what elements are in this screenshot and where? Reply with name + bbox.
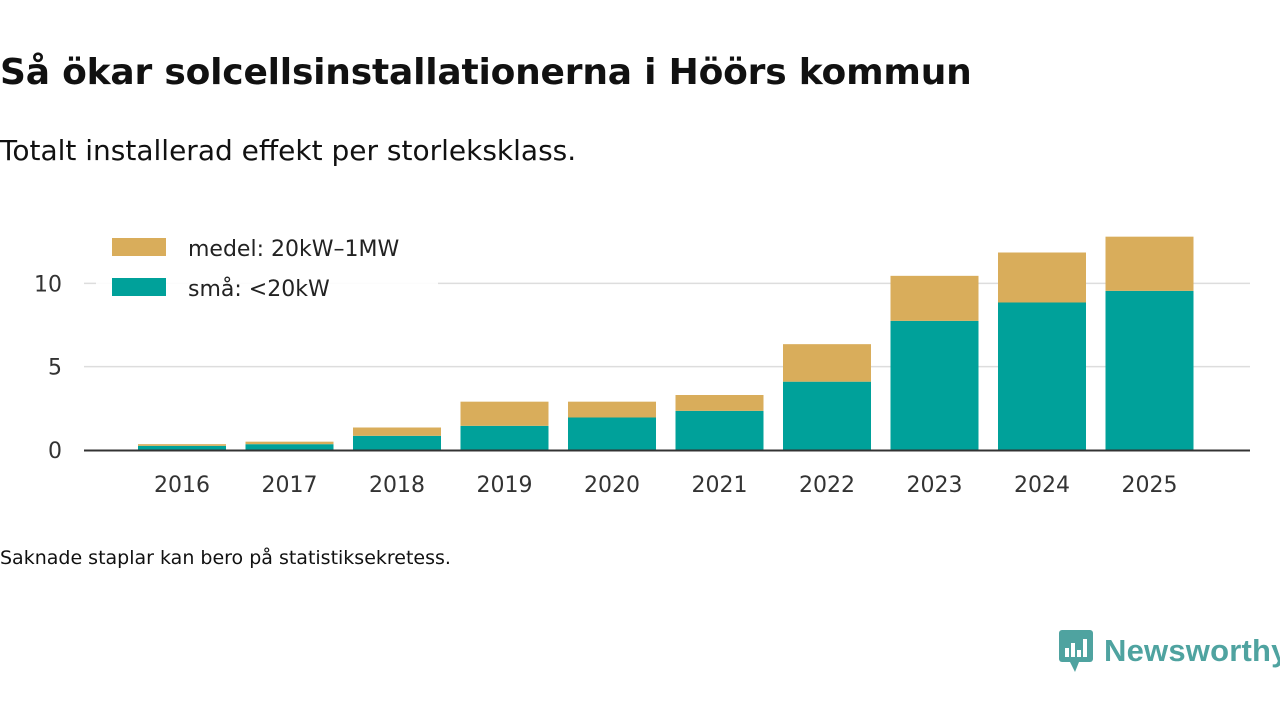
- bars: [138, 236, 1194, 450]
- y-tick-label: 5: [48, 356, 62, 381]
- x-tick-label-2025: 2025: [1122, 473, 1178, 498]
- y-tick-label: 10: [34, 272, 62, 297]
- bar-2022-sma: [783, 381, 871, 450]
- x-tick-label-2019: 2019: [477, 473, 533, 498]
- legend-label-medel: medel: 20kW–1MW: [188, 237, 399, 262]
- bar-2018-medel: [353, 427, 441, 436]
- x-tick-label-2023: 2023: [907, 473, 963, 498]
- x-axis-ticks: 2016 2017 2018 2019 2020 2021 2022 2023 2024 2025: [154, 473, 1178, 498]
- legend-label-sma: små: <20kW: [188, 276, 330, 302]
- bar-2020-medel: [568, 401, 656, 418]
- bar-2019-medel: [460, 401, 549, 426]
- stacked-bar-chart: 0 5 10 2016 2017 2018 2019 2020 2021 2022 2023 202…: [34, 228, 1250, 498]
- legend-swatch-medel: [112, 238, 166, 256]
- bar-2016-sma: [138, 445, 226, 450]
- bar-2022-medel: [783, 344, 871, 382]
- y-axis-ticks: 0 5 10: [34, 272, 62, 464]
- newsworthy-logo-text: Newsworthy: [1104, 633, 1280, 668]
- legend-swatch-sma: [112, 278, 166, 296]
- footnote: Saknade staplar kan bero på statistiksek…: [0, 547, 451, 569]
- x-tick-label-2022: 2022: [799, 473, 855, 498]
- bar-2024-medel: [998, 252, 1086, 303]
- x-tick-label-2016: 2016: [154, 473, 210, 498]
- chart-title: Så ökar solcellsinstallationerna i Höörs…: [0, 52, 972, 93]
- bar-2020-sma: [568, 417, 656, 450]
- chart-subtitle: Totalt installerad effekt per storlekskl…: [0, 134, 577, 167]
- x-tick-label-2018: 2018: [369, 473, 425, 498]
- bar-2021-sma: [675, 410, 764, 450]
- y-tick-label: 0: [48, 439, 62, 464]
- bar-2017-medel: [245, 441, 334, 445]
- newsworthy-logo[interactable]: Newsworthy: [1058, 628, 1280, 674]
- bar-2021-medel: [675, 395, 764, 411]
- bar-2025-medel: [1105, 236, 1194, 291]
- bar-2024-sma: [998, 302, 1086, 450]
- bar-2019-sma: [460, 425, 549, 450]
- bar-2023-sma: [890, 320, 979, 450]
- bar-2025-sma: [1105, 290, 1194, 450]
- bar-2023-medel: [890, 275, 979, 321]
- x-tick-label-2017: 2017: [262, 473, 318, 498]
- legend: medel: 20kW–1MW små: <20kW: [96, 228, 438, 304]
- x-tick-label-2020: 2020: [584, 473, 640, 498]
- bar-2018-sma: [353, 435, 441, 450]
- newsworthy-logo-icon: [1059, 630, 1093, 672]
- bar-2017-sma: [245, 444, 334, 450]
- x-tick-label-2024: 2024: [1014, 473, 1070, 498]
- x-tick-label-2021: 2021: [692, 473, 748, 498]
- bar-2016-medel: [138, 444, 226, 446]
